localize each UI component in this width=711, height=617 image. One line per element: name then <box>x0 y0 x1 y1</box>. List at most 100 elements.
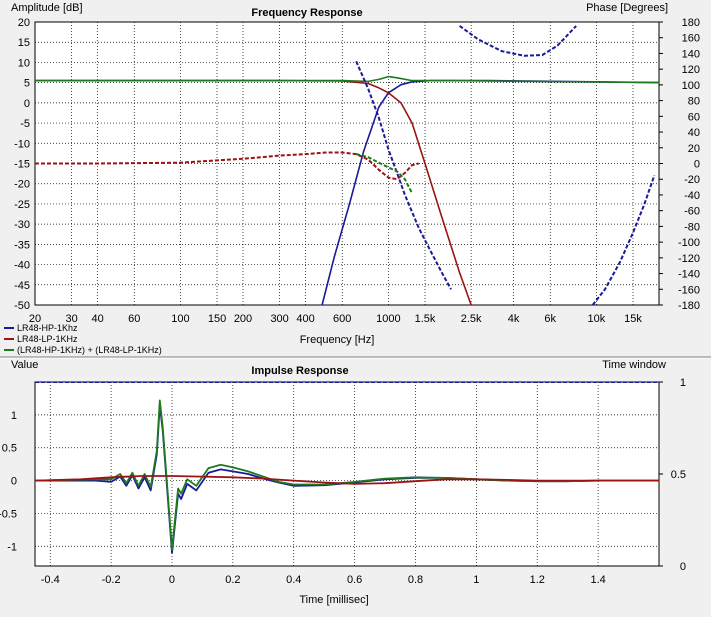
impulse-x-tick-label: -0.4 <box>41 574 60 586</box>
impulse-x-ticks: -0.4 -0.2 0 0.2 0.4 0.6 0.8 1 1.2 1.4 <box>41 574 606 586</box>
freq-y-right-tick-label: -180 <box>678 300 700 312</box>
freq-series-lr48-hp-1khz-phase <box>591 174 656 305</box>
legend-item-hp: LR48-HP-1Khz <box>4 323 78 333</box>
freq-y-tick-label: -40 <box>14 260 30 272</box>
impulse-series-lr48-lp-1khz <box>35 475 659 485</box>
impulse-plot-area <box>34 381 660 567</box>
impulse-x-tick-label: 1.2 <box>530 574 545 586</box>
freq-x-tick-label: 40 <box>91 313 103 325</box>
freq-y-tick-label: -15 <box>14 159 30 171</box>
freq-y-right-tick-label: 120 <box>682 64 700 76</box>
freq-x-tick-label: 400 <box>296 313 314 325</box>
impulse-y-tick-label: -0.5 <box>0 508 17 520</box>
impulse-x-tick-label: 1.4 <box>590 574 605 586</box>
freq-series-lr48-hp-1khz-lr48-lp-1khz-magnitude <box>35 75 659 84</box>
freq-y-tick-label: -5 <box>20 118 30 130</box>
legend-item-lp: LR48-LP-1KHz <box>4 334 78 344</box>
freq-x-ticks: 20 30 40 60 100 150 200 300 400 600 1000 1.5k 2.5k 4k… <box>29 313 642 325</box>
legend-label-lp: LR48-LP-1KHz <box>17 334 78 344</box>
legend-label-sum: (LR48-HP-1KHz) + (LR48-LP-1KHz) <box>17 345 162 355</box>
freq-y-right-tick-label: -60 <box>684 206 700 218</box>
legend-label-hp: LR48-HP-1Khz <box>17 323 78 333</box>
freq-y-tick-label: 15 <box>18 37 30 49</box>
freq-y-tick-label: -10 <box>14 138 30 150</box>
freq-x-tick-label: 1000 <box>376 313 400 325</box>
freq-y-right-tick-label: -20 <box>684 174 700 186</box>
impulse-y-tick-label: 1 <box>11 410 17 422</box>
freq-x-tick-label: 20 <box>29 313 41 325</box>
freq-y-right-tick-label: -160 <box>678 284 700 296</box>
impulse-grid <box>35 382 659 566</box>
freq-y-right-tick-label: -120 <box>678 253 700 265</box>
frequency-response-panel: 20 15 10 5 0 -5 -10 -15 -20 -25 -30 -35 -40 -45 -50 18… <box>4 2 700 355</box>
freq-chart-title: Frequency Response <box>251 7 362 19</box>
impulse-x-tick-label: 0 <box>169 574 175 586</box>
freq-x-tick-label: 6k <box>544 313 556 325</box>
impulse-y-right-tick-label: 1 <box>680 377 686 389</box>
freq-x-tick-label: 2.5k <box>461 313 482 325</box>
impulse-x-tick-label: 0.8 <box>408 574 423 586</box>
freq-y-right-tick-label: 0 <box>694 159 700 171</box>
impulse-series-group <box>35 382 659 554</box>
freq-y-tick-label: -45 <box>14 280 30 292</box>
freq-y-tick-label: 20 <box>18 17 30 29</box>
impulse-x-tick-label: 0.4 <box>286 574 301 586</box>
freq-x-tick-label: 10k <box>588 313 606 325</box>
legend-item-sum: (LR48-HP-1KHz) + (LR48-LP-1KHz) <box>4 345 162 355</box>
freq-x-tick-label: 1.5k <box>415 313 436 325</box>
freq-y-right-tick-label: 40 <box>688 127 700 139</box>
freq-y-tick-label: 0 <box>24 98 30 110</box>
freq-y-tick-label: -50 <box>14 300 30 312</box>
freq-y-ticks-right: 180 160 140 120 100 80 60 40 20 0 -20 -40 -60 -80 -100… <box>659 17 700 312</box>
impulse-y-ticks: 1 0.5 0 -0.5 -1 <box>0 410 17 553</box>
freq-y-right-tick-label: 20 <box>688 143 700 155</box>
freq-y-right-tick-label: 180 <box>682 17 700 29</box>
freq-y-ticks: 20 15 10 5 0 -5 -10 -15 -20 -25 -30 -35 -40 -45 -50 <box>14 17 30 312</box>
freq-y-tick-label: 10 <box>18 57 30 69</box>
impulse-y-tick-label: -1 <box>7 541 17 553</box>
freq-y-tick-label: -30 <box>14 219 30 231</box>
freq-y-tick-label: -20 <box>14 179 30 191</box>
impulse-y-right-tick-label: 0 <box>680 561 686 573</box>
impulse-x-tick-label: 1 <box>473 574 479 586</box>
freq-y-right-tick-label: 140 <box>682 48 700 60</box>
freq-y-right-tick-label: -40 <box>684 190 700 202</box>
freq-y-right-tick-label: 80 <box>688 96 700 108</box>
freq-x-tick-label: 200 <box>234 313 252 325</box>
freq-x-tick-label: 600 <box>333 313 351 325</box>
freq-x-tick-label: 100 <box>171 313 189 325</box>
impulse-y-ticks-right: 10.50 <box>659 377 686 573</box>
freq-y-axis-right-label: Phase [Degrees] <box>586 2 668 14</box>
freq-y-tick-label: 5 <box>24 78 30 90</box>
freq-y-axis-label: Amplitude [dB] <box>11 2 83 14</box>
impulse-x-tick-label: 0.6 <box>347 574 362 586</box>
freq-y-right-tick-label: -140 <box>678 269 700 281</box>
impulse-y-axis-label: Value <box>11 359 38 371</box>
freq-x-tick-label: 15k <box>624 313 642 325</box>
impulse-x-tick-label: -0.2 <box>102 574 121 586</box>
impulse-x-axis-label: Time [millisec] <box>299 594 368 606</box>
freq-x-tick-label: 300 <box>270 313 288 325</box>
freq-x-tick-label: 4k <box>508 313 520 325</box>
freq-x-tick-label: 30 <box>66 313 78 325</box>
freq-y-right-tick-label: -80 <box>684 221 700 233</box>
impulse-y-right-tick-label: 0.5 <box>671 469 686 481</box>
freq-x-tick-label: 150 <box>208 313 226 325</box>
impulse-y-axis-right-label: Time window <box>602 359 666 371</box>
freq-y-tick-label: -35 <box>14 239 30 251</box>
impulse-y-tick-label: 0 <box>11 476 17 488</box>
freq-y-right-tick-label: 160 <box>682 33 700 45</box>
freq-y-right-tick-label: 60 <box>688 111 700 123</box>
impulse-response-panel: 10.50-0.5-1 10.50 -0.4-0.200.20.40.60.81… <box>0 359 686 606</box>
freq-y-tick-label: -25 <box>14 199 30 211</box>
freq-series-lr48-hp-1khz-phase <box>355 60 452 290</box>
freq-series-lr48-hp-1khz-phase <box>459 25 577 57</box>
freq-x-tick-label: 60 <box>128 313 140 325</box>
impulse-y-tick-label: 0.5 <box>2 443 17 455</box>
impulse-x-tick-label: 0.2 <box>225 574 240 586</box>
legend: LR48-HP-1Khz LR48-LP-1KHz (LR48-HP-1KHz)… <box>4 323 162 355</box>
freq-y-right-tick-label: 100 <box>682 80 700 92</box>
freq-y-right-tick-label: -100 <box>678 237 700 249</box>
freq-series-group <box>35 25 659 305</box>
